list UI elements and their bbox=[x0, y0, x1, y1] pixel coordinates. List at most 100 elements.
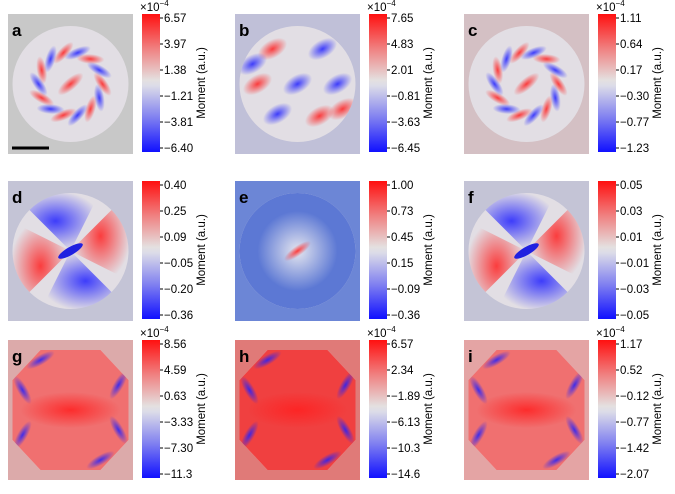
colorbar-tick-label: −0.30 bbox=[620, 91, 649, 103]
panel-label: e bbox=[239, 188, 248, 207]
colorbar-tick-label: −0.05 bbox=[164, 258, 193, 270]
colorbar-tick-label: −6.40 bbox=[164, 143, 193, 155]
colorbar bbox=[598, 340, 616, 478]
panel-f: f 0.05 0.03 0.01 −0.01 −0.03 −0.05 Moment (a.u.… bbox=[464, 180, 664, 322]
colorbar-tick-label: 6.57 bbox=[391, 339, 413, 351]
colorbar-tick-label: 1.00 bbox=[391, 180, 413, 192]
colorbar-tick-label: −0.36 bbox=[391, 310, 420, 322]
colorbar bbox=[598, 14, 616, 152]
colorbar-tick-label: −3.63 bbox=[391, 117, 420, 129]
colorbar-tick-label: −0.05 bbox=[620, 310, 649, 322]
heatmap-pattern bbox=[12, 350, 129, 470]
heatmap-pattern bbox=[468, 350, 585, 470]
colorbar-tick-label: 8.56 bbox=[164, 339, 186, 351]
colorbar-tick-label: −6.45 bbox=[391, 143, 420, 155]
colorbar-tick-label: −10.3 bbox=[391, 443, 420, 455]
colorbar-tick-label: 0.15 bbox=[391, 258, 413, 270]
panel-label: f bbox=[468, 188, 474, 207]
panel-label: i bbox=[468, 347, 473, 366]
colorbar bbox=[369, 14, 387, 152]
colorbar-tick-label: −3.81 bbox=[164, 117, 193, 129]
colorbar-tick-label: −6.13 bbox=[391, 417, 420, 429]
colorbar-tick-label: −1.21 bbox=[164, 91, 193, 103]
colorbar-label: Moment (a.u.) bbox=[652, 47, 664, 119]
colorbar-tick-label: 0.25 bbox=[164, 206, 186, 218]
panel-h: h ×10−46.57 2.34 −1.89 −6.13 −10.3 −14.6 Moment… bbox=[235, 325, 435, 481]
colorbar-label: Moment (a.u.) bbox=[652, 214, 664, 286]
panel-label: a bbox=[12, 21, 22, 40]
colorbar-tick-label: 1.11 bbox=[620, 13, 642, 25]
colorbar-tick-label: 0.64 bbox=[620, 39, 643, 51]
colorbar-tick-label: −14.6 bbox=[391, 469, 420, 481]
colorbar-tick-label: 6.57 bbox=[164, 13, 186, 25]
heatmap-pattern bbox=[12, 26, 129, 142]
colorbar-label: Moment (a.u.) bbox=[196, 214, 208, 286]
colorbar-tick-label: −0.77 bbox=[620, 117, 649, 129]
colorbar-tick-label: 4.83 bbox=[391, 39, 413, 51]
colorbar-multiplier: ×10−4 bbox=[140, 0, 169, 14]
colorbar-tick-label: 1.17 bbox=[620, 339, 642, 351]
colorbar-tick-label: −0.09 bbox=[391, 284, 420, 296]
heatmap-pattern bbox=[239, 350, 356, 470]
colorbar-tick-label: 3.97 bbox=[164, 39, 186, 51]
panel-g: g ×10−48.56 4.59 0.63 −3.33 −7.30 −11.3 Moment … bbox=[8, 325, 208, 481]
colorbar-tick-label: −0.20 bbox=[164, 284, 193, 296]
colorbar-tick-label: −1.23 bbox=[620, 143, 649, 155]
colorbar bbox=[142, 340, 160, 478]
colorbar-multiplier: ×10−4 bbox=[367, 0, 396, 14]
colorbar-tick-label: −1.42 bbox=[620, 443, 649, 455]
colorbar-tick-label: 7.65 bbox=[391, 13, 413, 25]
colorbar-label: Moment (a.u.) bbox=[423, 214, 435, 286]
colorbar-tick-label: 0.05 bbox=[620, 180, 642, 192]
panel-e: e 1.00 0.73 0.45 0.15 −0.09 −0.36 Moment (a.u.) bbox=[235, 180, 435, 322]
colorbar-label: Moment (a.u.) bbox=[196, 47, 208, 119]
colorbar-tick-label: −0.77 bbox=[620, 417, 649, 429]
panel-a: a ×10−46.57 3.97 1.38 −1.21 −3.81 −6.40 Moment … bbox=[8, 0, 208, 155]
panel-label: g bbox=[12, 347, 22, 366]
colorbar bbox=[142, 181, 160, 319]
panel-b: b ×10−47.65 4.83 2.01 −0.81 −3.63 −6.45 Moment … bbox=[235, 0, 435, 155]
colorbar-label: Moment (a.u.) bbox=[196, 373, 208, 445]
colorbar-tick-label: 4.59 bbox=[164, 365, 186, 377]
colorbar bbox=[598, 181, 616, 319]
colorbar-tick-label: 2.01 bbox=[391, 65, 413, 77]
panel-label: h bbox=[239, 347, 249, 366]
colorbar-label: Moment (a.u.) bbox=[423, 373, 435, 445]
colorbar-multiplier: ×10−4 bbox=[140, 325, 169, 340]
colorbar-tick-label: −7.30 bbox=[164, 443, 193, 455]
colorbar-tick-label: 0.03 bbox=[620, 206, 642, 218]
heatmap-pattern bbox=[468, 26, 585, 142]
heatmap-pattern bbox=[239, 193, 356, 309]
colorbar-tick-label: −0.36 bbox=[164, 310, 193, 322]
panel-label: d bbox=[12, 188, 22, 207]
colorbar-tick-label: 0.40 bbox=[164, 180, 186, 192]
colorbar-tick-label: 0.17 bbox=[620, 65, 642, 77]
colorbar-tick-label: 2.34 bbox=[391, 365, 414, 377]
colorbar-tick-label: 0.73 bbox=[391, 206, 413, 218]
colorbar-tick-label: 0.63 bbox=[164, 391, 186, 403]
colorbar-tick-label: 0.09 bbox=[164, 232, 186, 244]
colorbar-tick-label: 0.01 bbox=[620, 232, 642, 244]
colorbar-tick-label: −0.81 bbox=[391, 91, 420, 103]
colorbar-tick-label: −0.01 bbox=[620, 258, 649, 270]
colorbar-label: Moment (a.u.) bbox=[652, 373, 664, 445]
colorbar bbox=[369, 340, 387, 478]
heatmap-pattern bbox=[239, 26, 356, 142]
colorbar-multiplier: ×10−4 bbox=[596, 0, 625, 14]
colorbar-tick-label: 0.45 bbox=[391, 232, 413, 244]
colorbar-tick-label: 1.38 bbox=[164, 65, 186, 77]
colorbar-multiplier: ×10−4 bbox=[596, 325, 625, 340]
colorbar-tick-label: 0.52 bbox=[620, 365, 642, 377]
colorbar bbox=[142, 14, 160, 152]
colorbar-tick-label: −2.07 bbox=[620, 469, 649, 481]
colorbar-multiplier: ×10−4 bbox=[367, 325, 396, 340]
colorbar-tick-label: −0.03 bbox=[620, 284, 649, 296]
panel-i: i ×10−41.17 0.52 −0.12 −0.77 −1.42 −2.07 Moment… bbox=[464, 325, 664, 481]
colorbar bbox=[369, 181, 387, 319]
panel-label: c bbox=[468, 21, 477, 40]
colorbar-tick-label: −1.89 bbox=[391, 391, 420, 403]
panel-c: c ×10−41.11 0.64 0.17 −0.30 −0.77 −1.23 Moment … bbox=[464, 0, 664, 155]
panel-label: b bbox=[239, 21, 249, 40]
colorbar-tick-label: −11.3 bbox=[164, 469, 192, 481]
